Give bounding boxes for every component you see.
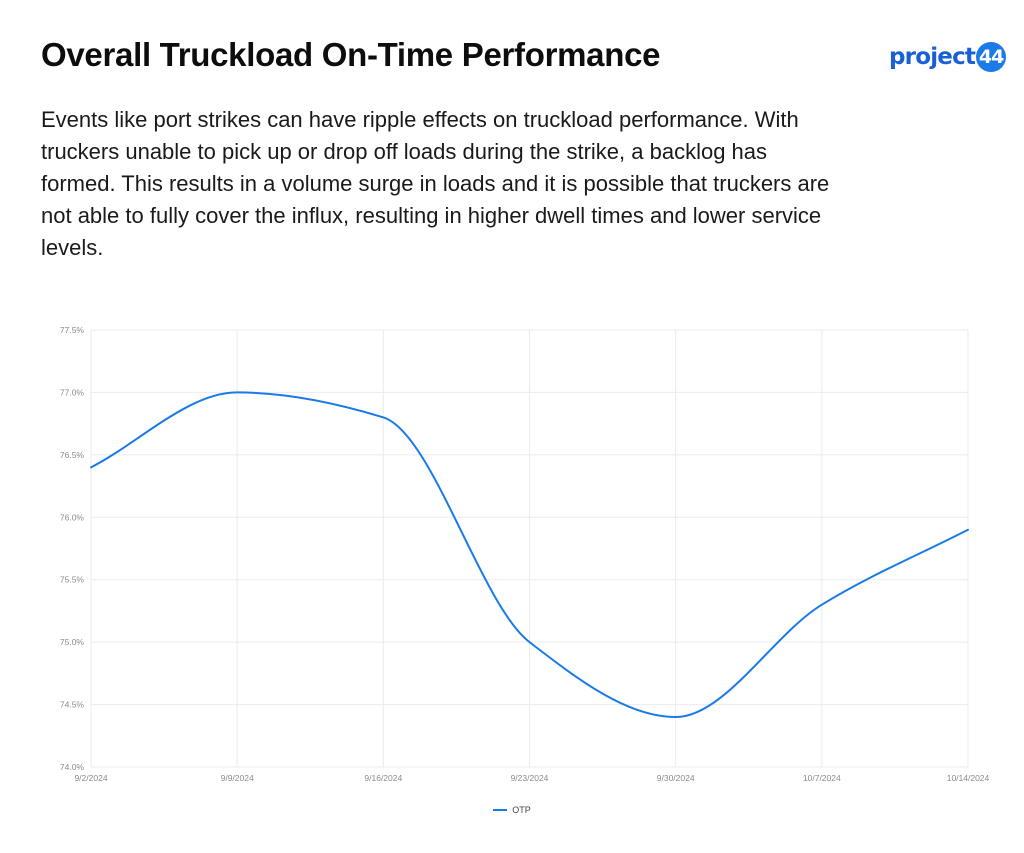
logo-text: project bbox=[889, 43, 976, 70]
data-point-otp bbox=[675, 717, 676, 718]
y-tick-label: 76.5% bbox=[60, 450, 85, 460]
x-tick-label: 9/23/2024 bbox=[511, 773, 549, 783]
y-tick-label: 75.5% bbox=[60, 575, 85, 585]
project44-logo: project 44 bbox=[889, 40, 1007, 74]
data-point-otp bbox=[821, 604, 822, 605]
logo-badge: 44 bbox=[976, 42, 1007, 72]
data-point-otp bbox=[968, 529, 969, 530]
x-axis-ticks: 9/2/2024 9/9/2024 9/16/2024 9/23/2024 9/30/2… bbox=[74, 773, 989, 783]
y-tick-label: 77.5% bbox=[60, 325, 85, 335]
y-tick-label: 75.0% bbox=[60, 637, 85, 647]
y-tick-label: 76.0% bbox=[60, 512, 85, 522]
data-point-otp bbox=[383, 417, 384, 418]
legend-label-otp: OTP bbox=[512, 805, 531, 815]
y-tick-label: 74.0% bbox=[60, 762, 85, 772]
x-tick-label: 9/9/2024 bbox=[221, 773, 254, 783]
chart-legend: OTP bbox=[0, 802, 1024, 818]
legend-swatch-otp bbox=[493, 809, 508, 811]
x-tick-label: 10/7/2024 bbox=[803, 773, 841, 783]
series-line-otp bbox=[90, 391, 969, 719]
line-chart: 74.0% 74.5% 75.0% 75.5% 76.0% 76.5% 77.0% 77.5%… bbox=[60, 325, 990, 783]
data-point-otp bbox=[529, 642, 530, 643]
y-tick-label: 74.5% bbox=[60, 700, 85, 710]
page-title: Overall Truckload On-Time Performance bbox=[41, 36, 661, 73]
x-tick-label: 10/14/2024 bbox=[947, 773, 990, 783]
data-point-otp bbox=[237, 392, 238, 393]
x-tick-label: 9/2/2024 bbox=[74, 773, 107, 783]
x-tick-label: 9/16/2024 bbox=[364, 773, 402, 783]
description-text: Events like port strikes can have ripple… bbox=[41, 107, 830, 260]
x-tick-label: 9/30/2024 bbox=[657, 773, 695, 783]
chart-grid bbox=[90, 329, 969, 768]
data-point-otp bbox=[91, 467, 92, 468]
y-tick-label: 77.0% bbox=[60, 387, 85, 397]
series-layer bbox=[90, 391, 969, 719]
y-axis-ticks: 74.0% 74.5% 75.0% 75.5% 76.0% 76.5% 77.0% 77.5% bbox=[60, 325, 85, 772]
